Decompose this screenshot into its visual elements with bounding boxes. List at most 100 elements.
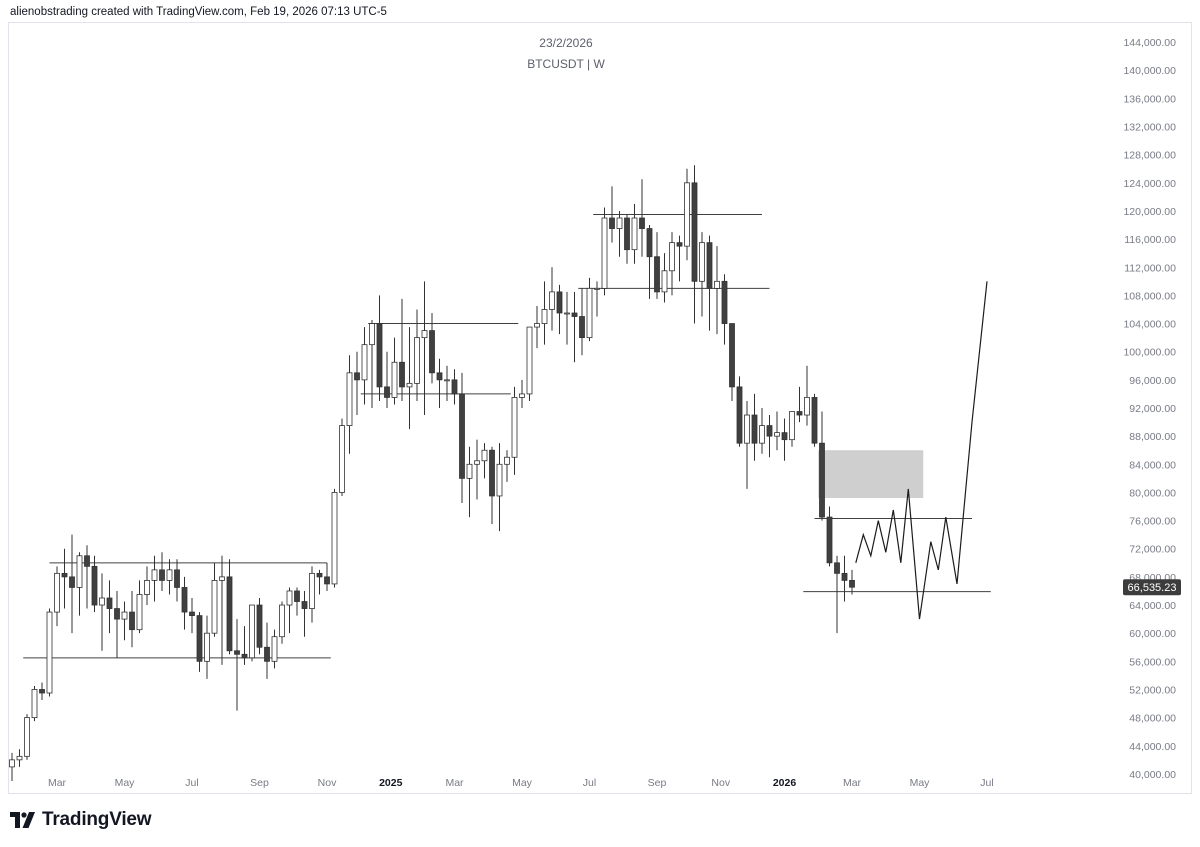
candle-body <box>46 611 53 694</box>
candle-body <box>624 217 630 251</box>
candle <box>489 446 495 525</box>
candle-body <box>279 604 285 638</box>
projection-line <box>855 281 988 620</box>
candle <box>106 580 113 634</box>
y-tick-label: 96,000.00 <box>1129 375 1176 387</box>
candle <box>414 309 420 401</box>
candle-body <box>301 601 308 609</box>
candle-body <box>819 442 825 518</box>
candle-body <box>481 449 488 462</box>
candle <box>384 351 390 408</box>
candle-body <box>211 580 218 634</box>
x-axis: Mar May Jul Sep Nov 2025 Mar May Jul Sep Nov 2026 Ma… <box>48 777 994 789</box>
candle <box>189 598 195 634</box>
y-tick-label: 108,000.00 <box>1123 290 1176 302</box>
candle <box>631 203 638 264</box>
candle-body <box>369 323 375 346</box>
candle-body <box>346 372 353 426</box>
candle <box>114 590 120 658</box>
candle <box>519 379 525 408</box>
candle-body <box>549 291 555 310</box>
candle <box>361 327 368 405</box>
y-tick-label: 56,000.00 <box>1129 656 1176 668</box>
y-tick-label: 76,000.00 <box>1129 516 1176 528</box>
candle-body <box>811 397 818 444</box>
candle-body <box>706 242 713 289</box>
candle <box>436 358 443 408</box>
candle <box>459 372 465 503</box>
candle-body <box>691 182 698 282</box>
candle-body <box>219 576 225 581</box>
chart-symbol: BTCUSDT | W <box>527 57 605 71</box>
candle-body <box>69 576 75 588</box>
candle-body <box>654 256 660 293</box>
candle <box>811 393 818 447</box>
candle-body <box>76 555 83 588</box>
candle <box>91 555 98 613</box>
candle-body <box>721 280 728 324</box>
candle <box>564 291 570 345</box>
candle-body <box>729 323 735 388</box>
candle <box>69 534 75 634</box>
candle-body <box>61 572 68 578</box>
candle <box>309 566 315 623</box>
candle <box>76 552 83 616</box>
x-tick-label: Jul <box>980 777 993 789</box>
candle-body <box>31 689 38 719</box>
candle <box>639 179 645 257</box>
candle-body <box>676 242 683 247</box>
candle <box>556 284 563 335</box>
y-tick-label: 92,000.00 <box>1129 403 1176 415</box>
candle-body <box>714 280 720 289</box>
candle-body <box>774 432 780 437</box>
candle <box>774 411 780 451</box>
candle <box>601 207 608 296</box>
candle <box>586 277 593 342</box>
y-tick-label: 100,000.00 <box>1123 347 1176 359</box>
candle <box>271 629 278 669</box>
x-tick-label: May <box>910 777 931 789</box>
y-axis: 40,000.00 44,000.00 48,000.00 52,000.00 56,0… <box>1123 37 1176 781</box>
candle <box>474 439 480 500</box>
candle <box>399 298 405 401</box>
candle <box>226 559 233 655</box>
y-tick-label: 80,000.00 <box>1129 487 1176 499</box>
candle-body <box>181 587 188 613</box>
candle <box>211 562 218 637</box>
candle-body <box>421 330 428 339</box>
tradingview-logo[interactable]: TradingView <box>10 809 152 831</box>
zone-rect <box>818 450 924 499</box>
candle-body <box>324 576 330 585</box>
y-tick-label: 104,000.00 <box>1123 319 1176 331</box>
y-tick-label: 44,000.00 <box>1129 741 1176 753</box>
candle-body <box>699 242 705 282</box>
y-tick-label: 64,000.00 <box>1129 600 1176 612</box>
candle-body <box>594 287 600 290</box>
y-tick-label: 112,000.00 <box>1124 262 1176 274</box>
candles <box>9 165 855 781</box>
candle-body <box>519 393 525 398</box>
candle-body <box>196 615 203 662</box>
candle-body <box>556 291 563 314</box>
candle <box>144 566 150 606</box>
candle-body <box>826 516 833 564</box>
candle-body <box>159 569 165 581</box>
x-tick-label: Mar <box>843 777 862 789</box>
candle <box>579 288 585 356</box>
candle <box>331 488 338 588</box>
candle <box>204 615 210 679</box>
candle <box>121 601 128 641</box>
candle <box>819 411 825 521</box>
candle-body <box>54 572 60 613</box>
candle <box>826 506 833 567</box>
candle-body <box>451 379 458 395</box>
candle-body <box>376 323 383 388</box>
candle-body <box>151 569 158 581</box>
candle-body <box>294 590 300 602</box>
candle-body <box>489 449 495 497</box>
y-tick-label: 40,000.00 <box>1129 769 1176 781</box>
candle-body <box>189 611 195 616</box>
candle <box>376 295 383 401</box>
candle-body <box>106 597 113 609</box>
